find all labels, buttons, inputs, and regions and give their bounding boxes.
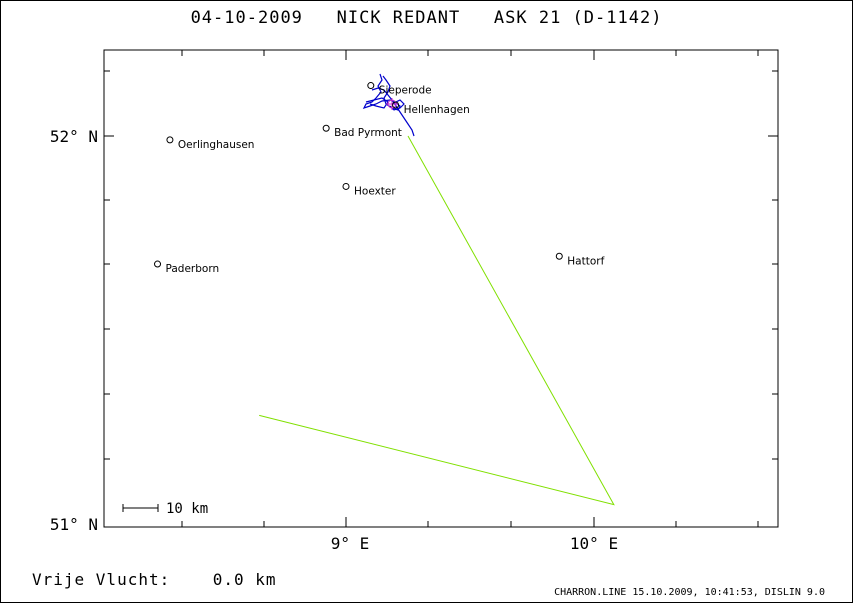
map-title: 04-10-2009 NICK REDANT ASK 21 (D-1142) [190,8,663,28]
place-label: Oerlinghausen [178,139,255,151]
place-marker-icon [342,182,350,190]
lon-label-10: 10° E [570,534,618,553]
lat-label-52: 52° N [50,127,98,146]
place-label: Hoexter [354,185,396,197]
place-label: Bad Pyrmont [334,127,402,139]
task-route-line [259,135,615,506]
lat-label-51: 51° N [50,515,98,534]
marker-cluster [386,98,398,110]
place-label: Hattorf [567,255,604,267]
place-marker-icon [166,136,174,144]
plot-area [103,49,779,528]
x-ticks [181,50,759,527]
place-label: Sieperode [379,85,432,97]
free-flight-distance: Vrije Vlucht: 0.0 km [32,570,277,589]
place-marker-icon [555,252,563,260]
place-marker-icon [392,101,400,109]
place-marker-icon [154,260,162,268]
scale-bar [122,504,159,512]
place-marker-icon [322,124,330,132]
place-marker-icon [367,82,375,90]
place-label: Hellenhagen [404,104,470,116]
credit-line: CHARRON.LINE 15.10.2009, 10:41:53, DISLI… [554,587,825,598]
y-ticks [104,70,778,460]
lon-label-9: 9° E [331,534,370,553]
scale-bar-label: 10 km [166,501,208,517]
place-label: Paderborn [166,263,220,275]
